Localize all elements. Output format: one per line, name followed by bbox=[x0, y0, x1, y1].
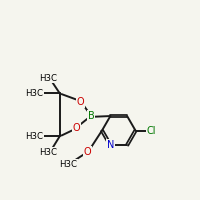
Text: O: O bbox=[76, 97, 84, 107]
Text: O: O bbox=[83, 147, 91, 157]
Text: H3C: H3C bbox=[39, 74, 57, 83]
Text: B: B bbox=[88, 111, 95, 121]
Text: H3C: H3C bbox=[25, 132, 43, 141]
Text: H3C: H3C bbox=[59, 160, 77, 169]
Text: O: O bbox=[73, 123, 80, 133]
Text: Cl: Cl bbox=[147, 126, 156, 136]
Text: N: N bbox=[107, 140, 114, 150]
Text: H3C: H3C bbox=[39, 148, 57, 157]
Text: H3C: H3C bbox=[25, 89, 43, 98]
